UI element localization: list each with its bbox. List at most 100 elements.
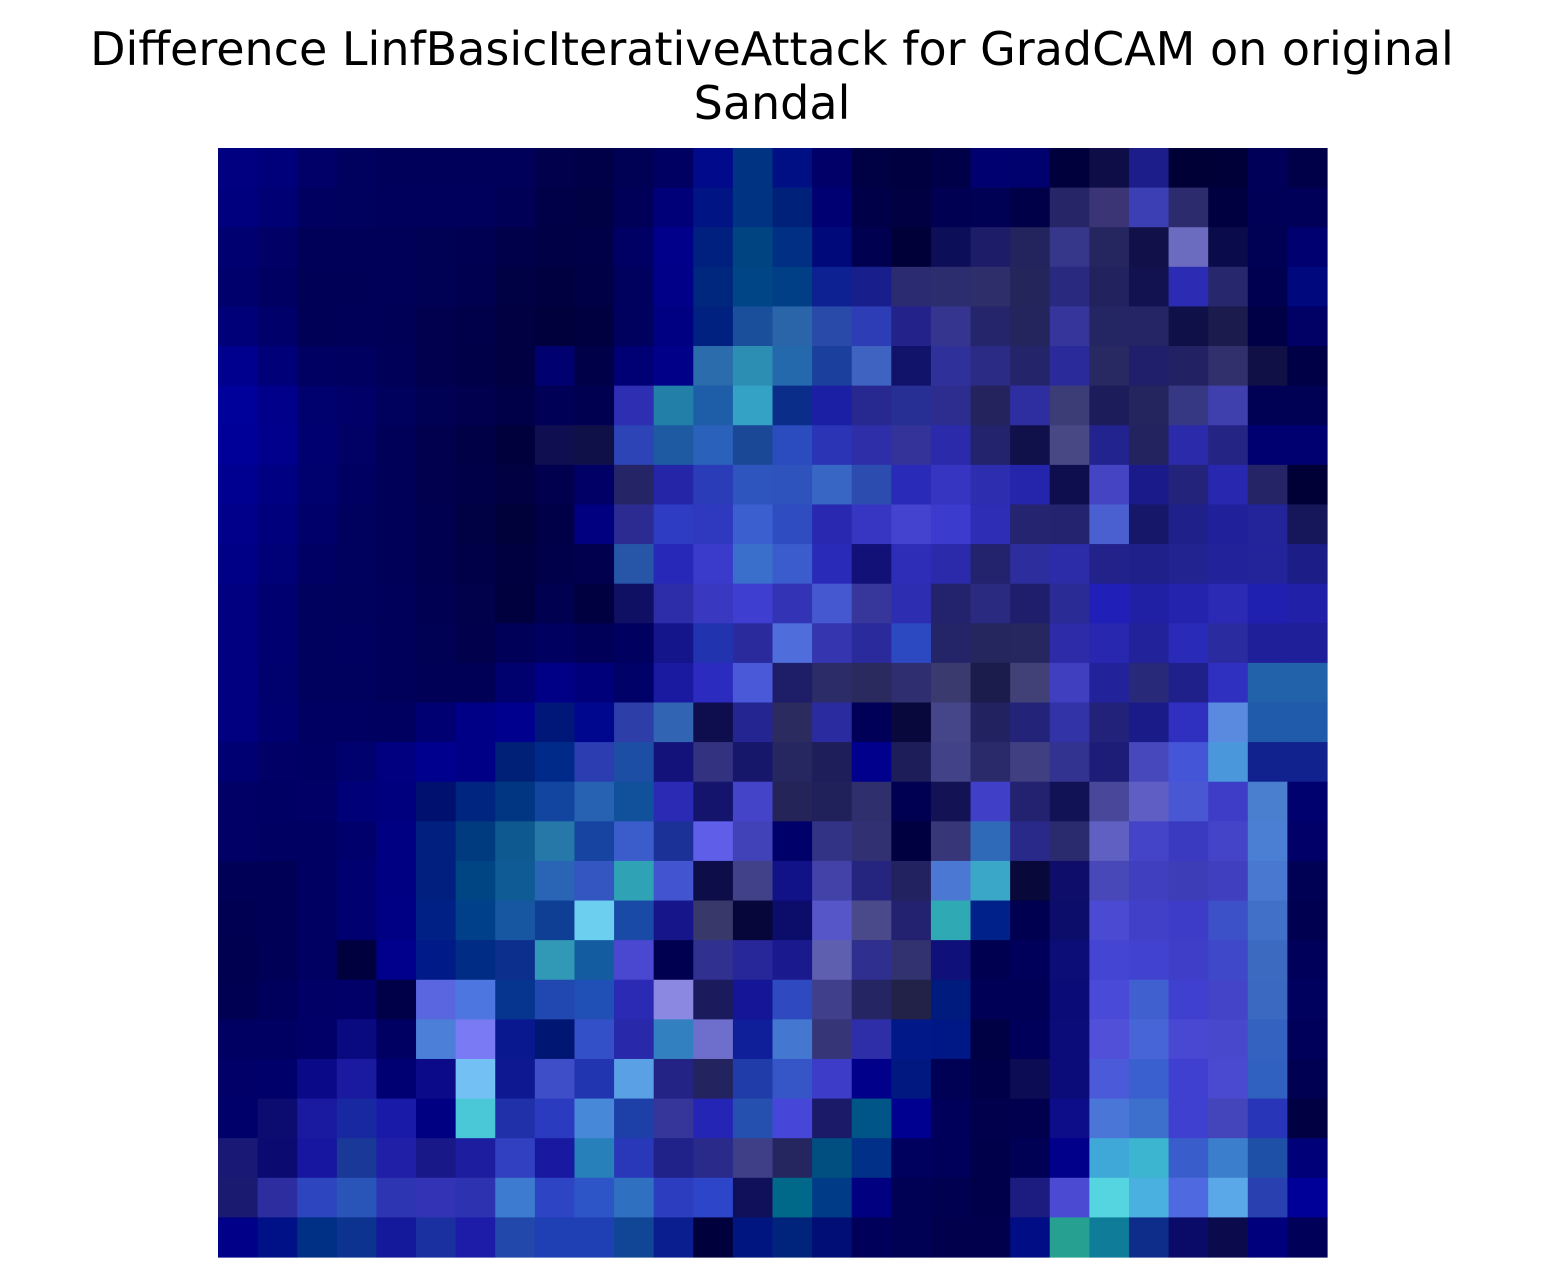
heatmap-cell [732, 346, 774, 387]
heatmap-cell [1168, 385, 1209, 426]
heatmap-cell [1010, 464, 1051, 506]
heatmap-cell [812, 425, 853, 466]
heatmap-cell [495, 1177, 536, 1218]
heatmap-cell [851, 425, 892, 466]
heatmap-cell [812, 148, 853, 189]
heatmap-cell [732, 187, 774, 228]
heatmap-cell [812, 1138, 853, 1179]
heatmap-cell [970, 1019, 1011, 1060]
heatmap-cell [1128, 385, 1170, 426]
heatmap-cell [812, 702, 853, 743]
heatmap-cell [218, 266, 259, 308]
heatmap-cell [1128, 662, 1170, 704]
heatmap-cell [1168, 821, 1209, 862]
heatmap-cell [574, 266, 615, 308]
heatmap-cell [812, 821, 853, 862]
heatmap-cell [614, 1138, 655, 1179]
heatmap-cell [1128, 702, 1170, 743]
heatmap-cell [1247, 821, 1288, 862]
heatmap-cell [376, 1138, 417, 1179]
heatmap-cell [653, 187, 694, 228]
heatmap-cell [534, 583, 576, 624]
heatmap-cell [1287, 464, 1328, 506]
heatmap-cell [574, 940, 615, 981]
heatmap-cell [693, 425, 734, 466]
heatmap-cell [812, 187, 853, 228]
heatmap-cell [376, 346, 417, 387]
heatmap-cell [812, 464, 853, 506]
heatmap-cell [495, 425, 536, 466]
heatmap-cell [455, 1177, 496, 1218]
heatmap-cell [257, 1098, 298, 1139]
heatmap-cell [534, 385, 576, 426]
heatmap-cell [970, 860, 1011, 902]
heatmap-cell [732, 227, 774, 268]
heatmap-cell [1168, 464, 1209, 506]
heatmap-cell [257, 1058, 298, 1100]
heatmap-cell [851, 662, 892, 704]
heatmap-cell [772, 1058, 813, 1100]
heatmap-cell [970, 266, 1011, 308]
heatmap-cell [297, 227, 338, 268]
heatmap-cell [1208, 1058, 1249, 1100]
heatmap-cell [1049, 148, 1090, 189]
heatmap-cell [534, 148, 576, 189]
heatmap-cell [614, 979, 655, 1020]
heatmap-cell [930, 187, 972, 228]
heatmap-cell [1128, 187, 1170, 228]
heatmap-cell [1247, 385, 1288, 426]
heatmap-cell [495, 1138, 536, 1179]
heatmap-cell [1247, 702, 1288, 743]
heatmap-cell [297, 1138, 338, 1179]
heatmap-cell [416, 504, 457, 545]
heatmap-cell [257, 425, 298, 466]
heatmap-cell [1049, 940, 1090, 981]
heatmap-cell [218, 464, 259, 506]
heatmap-cell [534, 266, 576, 308]
heatmap-cell [653, 781, 694, 822]
heatmap-cell [1247, 187, 1288, 228]
heatmap-cell [970, 662, 1011, 704]
heatmap-cell [495, 979, 536, 1020]
heatmap-cell [614, 306, 655, 347]
heatmap-cell [970, 1217, 1011, 1258]
heatmap-cell [614, 1058, 655, 1100]
heatmap-cell [772, 148, 813, 189]
heatmap-cell [614, 662, 655, 704]
heatmap-cell [693, 385, 734, 426]
heatmap-cell [812, 900, 853, 941]
heatmap-cell [930, 385, 972, 426]
heatmap-cell [1287, 742, 1328, 783]
heatmap-cell [574, 623, 615, 664]
heatmap-cell [1010, 1177, 1051, 1218]
heatmap-cell [455, 781, 496, 822]
heatmap-cell [693, 544, 734, 585]
heatmap-cell [574, 821, 615, 862]
heatmap-cell [1128, 1019, 1170, 1060]
heatmap-cell [1247, 1098, 1288, 1139]
heatmap-cell [930, 662, 972, 704]
heatmap-cell [930, 900, 972, 941]
heatmap-cell [1208, 148, 1249, 189]
heatmap-cell [574, 900, 615, 941]
heatmap-cell [1168, 306, 1209, 347]
heatmap-cell [1128, 583, 1170, 624]
heatmap-cell [297, 860, 338, 902]
heatmap-cell [455, 1058, 496, 1100]
heatmap-cell [970, 187, 1011, 228]
heatmap-cell [495, 623, 536, 664]
heatmap-cell [1128, 781, 1170, 822]
heatmap-cell [416, 306, 457, 347]
heatmap-cell [930, 1019, 972, 1060]
heatmap-cell [653, 623, 694, 664]
heatmap-cell [1247, 346, 1288, 387]
heatmap-cell [574, 425, 615, 466]
heatmap-cell [257, 227, 298, 268]
heatmap-cell [772, 306, 813, 347]
heatmap-cell [1208, 583, 1249, 624]
heatmap-cell [891, 623, 932, 664]
heatmap-cell [218, 940, 259, 981]
heatmap-cell [574, 781, 615, 822]
heatmap-cell [891, 1177, 932, 1218]
heatmap-cell [257, 623, 298, 664]
